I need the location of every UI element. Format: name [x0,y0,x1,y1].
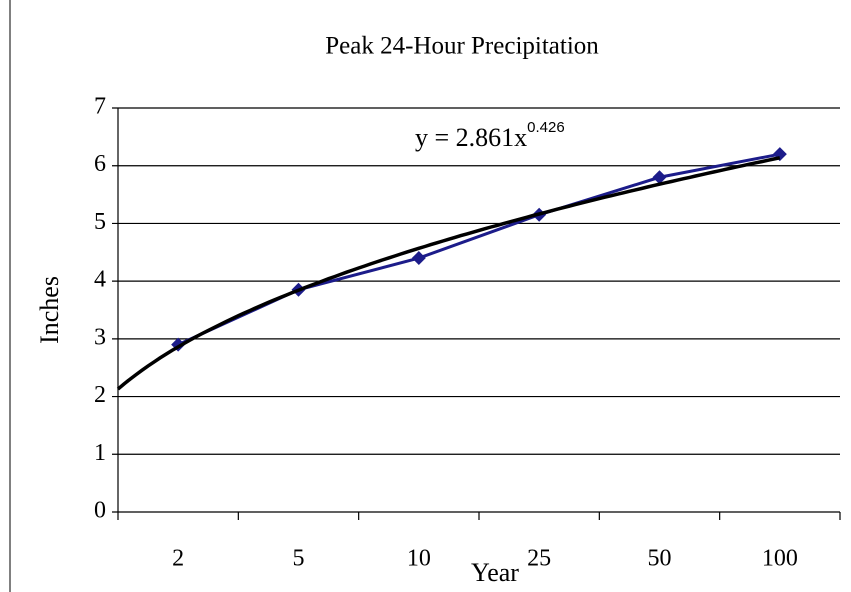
y-tick-label: 1 [94,440,106,466]
data-point [652,170,667,185]
y-tick-label: 3 [94,324,106,350]
y-tick-label: 0 [94,498,106,524]
x-tick-label: 50 [648,546,672,572]
x-axis-label: Year [471,558,519,587]
y-tick-label: 5 [94,209,106,235]
y-tick-label: 2 [94,382,106,408]
y-axis-label: Inches [35,276,64,344]
equation-text: y = 2.861x [415,123,527,152]
y-tick-label: 4 [94,267,106,293]
y-tick-label: 7 [94,94,106,120]
trendline-equation: y = 2.861x0.426 [415,119,565,152]
chart-title: Peak 24-Hour Precipitation [325,33,599,60]
trendline [116,156,781,391]
data-point [411,251,426,266]
x-tick-label: 25 [527,546,551,572]
y-tick-label: 6 [94,151,106,177]
x-tick-label: 100 [762,546,798,572]
x-tick-label: 10 [407,546,431,572]
x-tick-label: 5 [293,546,305,572]
x-tick-label: 2 [172,546,184,572]
equation-exponent: 0.426 [527,119,565,136]
series-line [177,152,781,346]
